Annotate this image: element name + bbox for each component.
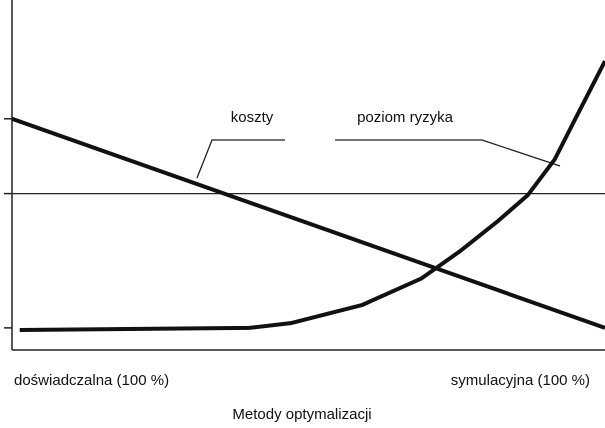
- leader-line: [335, 139, 561, 167]
- x-end-label: doświadczalna (100 %): [14, 372, 169, 389]
- series-label: poziom ryzyka: [357, 109, 454, 126]
- leader-line: [196, 139, 285, 179]
- x-end-label: symulacyjna (100 %): [451, 372, 590, 389]
- x-axis-label: Metody optymalizacji: [232, 406, 371, 423]
- series-line: [19, 60, 605, 332]
- series-label: koszty: [231, 109, 274, 126]
- series-line: [11, 116, 605, 330]
